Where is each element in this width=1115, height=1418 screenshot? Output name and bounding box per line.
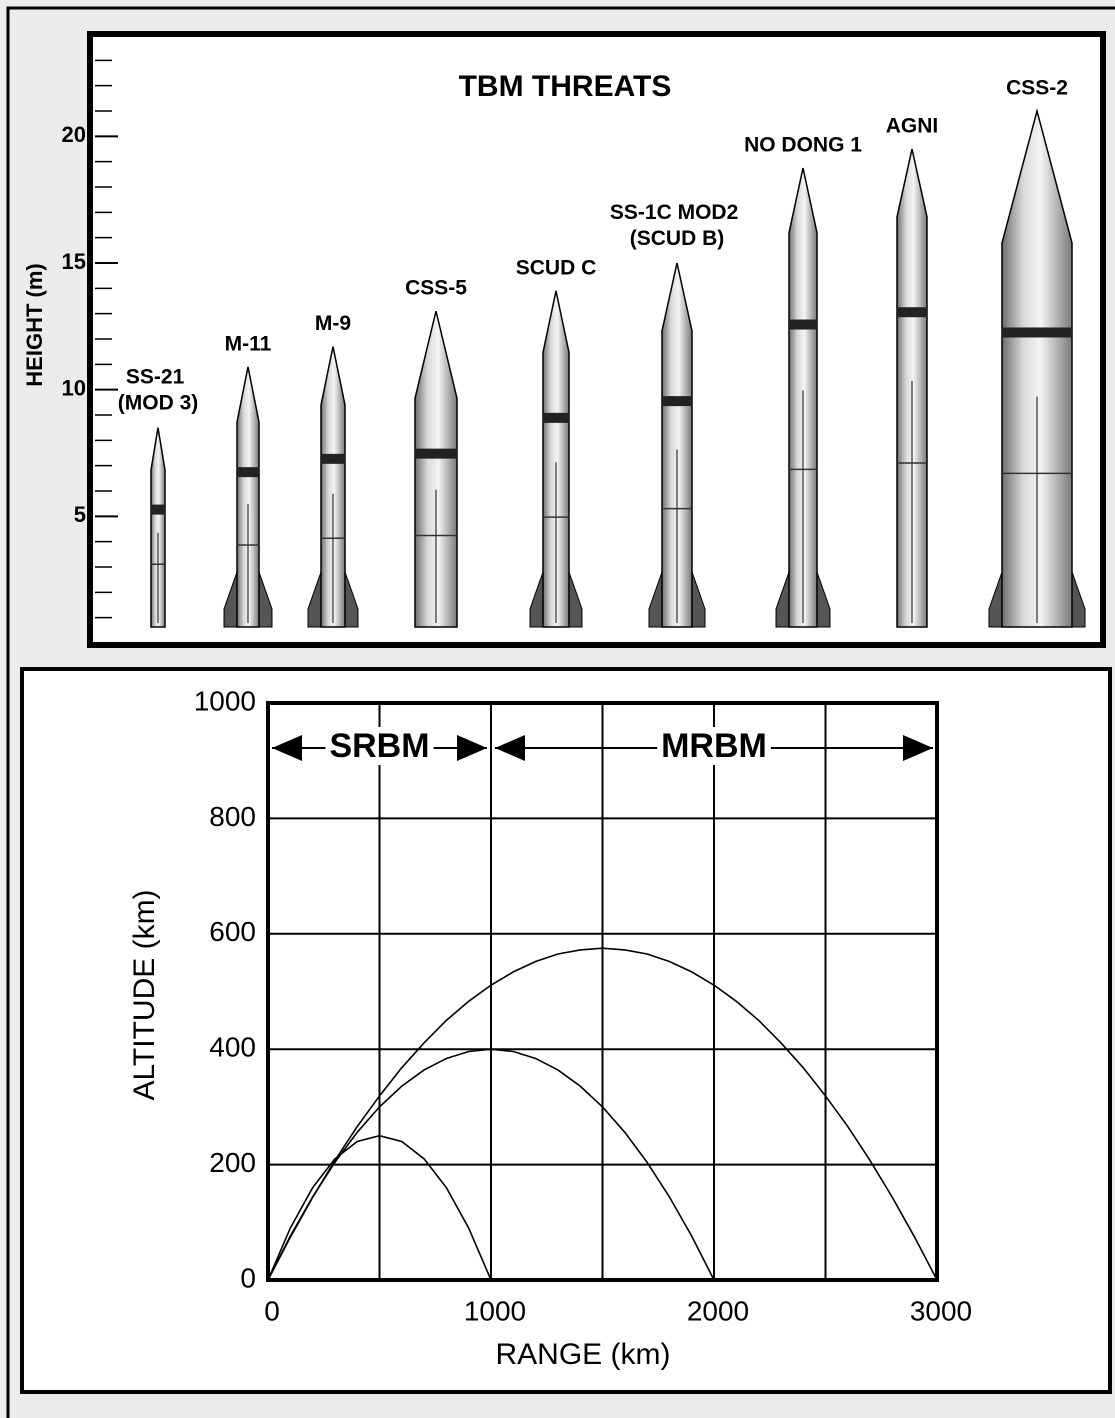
x-tick-label: 2000 [687,1295,749,1326]
rocket-band [543,413,569,423]
x-tick-label: 3000 [910,1295,972,1326]
page: {"chart_data": [ {"type": "bar", "title"… [0,0,1115,1418]
annotation: MRBM [661,727,767,765]
y-tick-label: 600 [209,916,256,947]
y-tick-label: 800 [209,801,256,832]
y-tick-label: 20 [62,122,86,147]
y-axis-label: HEIGHT (m) [22,263,47,386]
y-axis-label: ALTITUDE (km) [128,889,161,1100]
chart-title: TBM THREATS [459,70,672,103]
x-tick-label: 0 [264,1295,280,1326]
x-tick-label: SCUD C [516,256,597,279]
x-tick-label: CSS-2 [1006,77,1068,100]
rocket-band [1002,327,1072,337]
x-tick-label: CSS-5 [405,277,467,300]
x-tick-label: 1000 [464,1295,526,1326]
y-tick-label: 15 [62,249,86,274]
y-tick-label: 200 [209,1147,256,1178]
x-tick-label: NO DONG 1 [744,134,862,157]
y-tick-label: 1000 [194,685,256,716]
rocket-band [321,454,345,464]
y-tick-label: 5 [74,502,86,527]
x-axis-label: RANGE (km) [496,1338,671,1371]
y-tick-label: 400 [209,1032,256,1063]
rocket-band [662,396,692,406]
annotation: SRBM [329,727,429,765]
rocket-band [237,467,259,477]
x-tick-label: AGNI [886,115,939,138]
x-tick-label: M-9 [315,312,351,335]
y-tick-label: 0 [240,1262,256,1293]
x-tick-label: M-11 [225,332,272,355]
rocket-band [789,320,817,330]
bottom-panel [22,669,1110,1392]
chart: TBM THREATS HEIGHT (m) RANGE (km) ALTITU… [0,0,1115,1418]
rocket-band [415,449,457,459]
rocket-band [897,307,927,317]
rocket-band [151,505,165,515]
y-tick-label: 10 [62,375,86,400]
